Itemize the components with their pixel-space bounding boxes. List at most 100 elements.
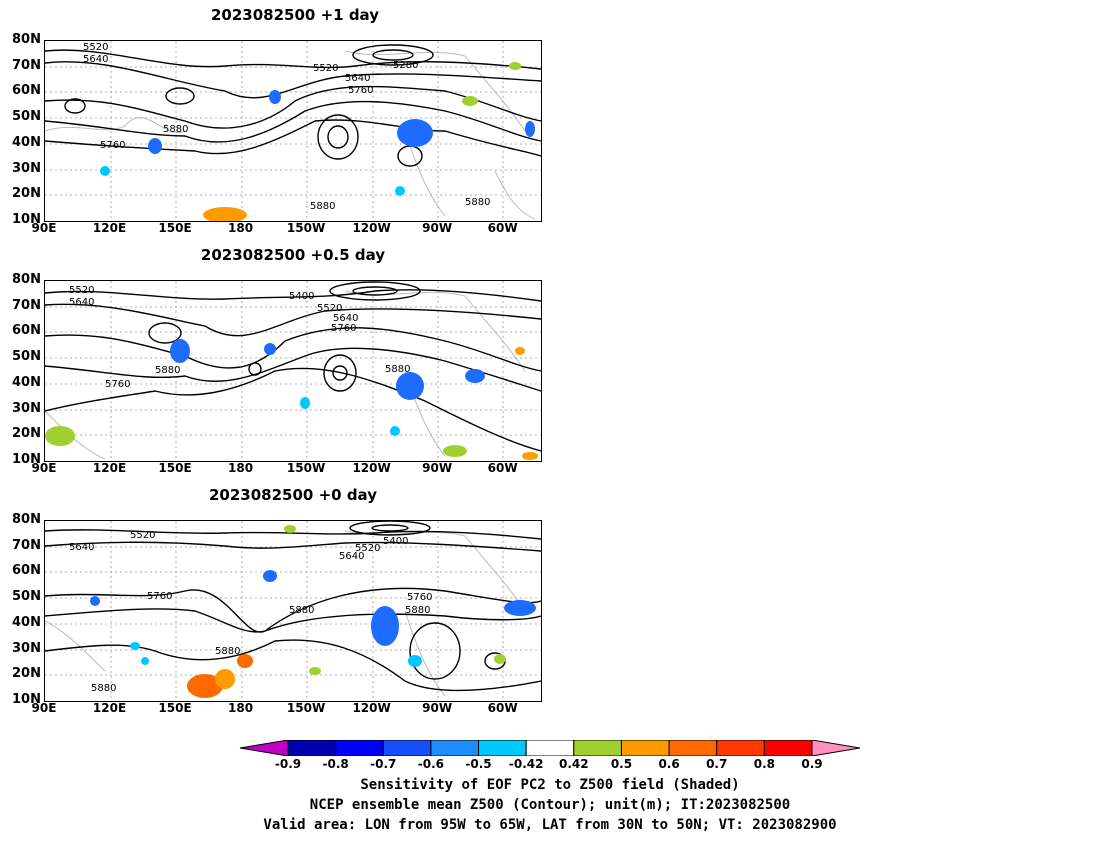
lat-tick-label: 30N — [12, 160, 41, 176]
lon-tick-label: 180 — [228, 701, 254, 715]
colorbar-tick-label: 0.9 — [801, 757, 823, 771]
contour-label: 5760 — [407, 592, 432, 603]
lat-tick-label: 50N — [12, 109, 41, 125]
contour-label: 5640 — [345, 73, 370, 84]
colorbar-tick-label: -0.8 — [322, 757, 349, 771]
colorbar-swatch — [287, 740, 337, 756]
caption-line-3: Valid area: LON from 95W to 65W, LAT fro… — [263, 817, 837, 833]
lon-tick-label: 120E — [92, 221, 127, 235]
colorbar-swatch — [478, 740, 527, 756]
lat-tick-label: 10N — [12, 452, 41, 467]
colorbar-tick-label: 0.42 — [559, 757, 589, 771]
lon-tick-label: 150E — [158, 221, 192, 235]
lat-tick-label: 60N — [12, 323, 41, 339]
colorbar-swatch — [716, 740, 765, 756]
contour-label: 5280 — [393, 60, 418, 71]
lat-tick-label: 80N — [12, 32, 41, 47]
colorbar-tick-label: 0.8 — [753, 757, 775, 771]
caption-line-2: NCEP ensemble mean Z500 (Contour); unit(… — [309, 797, 791, 813]
colorbar-tick-label: 0.5 — [610, 757, 633, 771]
colorbar-swatch — [382, 740, 432, 756]
contour-label: 5520 — [83, 42, 108, 53]
contour-label: 5640 — [83, 54, 108, 65]
contour-label: 5520 — [313, 63, 338, 74]
caption-line-1: Sensitivity of EOF PC2 to Z500 field (Sh… — [360, 777, 740, 793]
colorbar-tick-label: 0.7 — [706, 757, 728, 771]
lon-tick-label: 90E — [31, 701, 57, 715]
contour-label: 5520 — [69, 285, 94, 296]
contour-label: 5760 — [331, 323, 356, 334]
contour-label: 5880 — [310, 201, 335, 212]
lon-tick-label: 180 — [228, 221, 254, 235]
lon-tick-label: 90W — [422, 221, 453, 235]
lat-tick-label: 70N — [12, 297, 41, 313]
lat-tick-label: 20N — [12, 186, 41, 202]
lat-tick-label: 70N — [12, 57, 41, 73]
contour-label: 5640 — [69, 297, 94, 308]
colorbar-tick-label: -0.42 — [508, 757, 544, 771]
contour-label: 5880 — [215, 646, 240, 657]
colorbar-swatch — [430, 740, 480, 756]
map-svg-2: 5520 5640 5400 5520 5640 5760 5880 5760 … — [45, 281, 541, 461]
colorbar-tick-label: -0.6 — [417, 757, 445, 771]
lon-tick-label: 150E — [158, 461, 192, 475]
lat-tick-label: 20N — [12, 666, 41, 682]
map-panel-3: 5520 5640 5520 5400 5640 5760 5880 5880 … — [44, 520, 542, 702]
colorbar-swatch — [573, 740, 622, 756]
colorbar-tick-label: -0.9 — [274, 757, 302, 771]
colorbar-swatch — [335, 740, 384, 756]
lon-tick-label: 120W — [352, 221, 391, 235]
lon-tick-label: 120E — [92, 461, 127, 475]
lat-tick-label: 60N — [12, 83, 41, 99]
contour-label: 5520 — [355, 543, 380, 554]
contour-label: 5880 — [163, 124, 188, 135]
contour-label: 5640 — [333, 313, 358, 324]
panel-title-1: 2023082500 +1 day — [211, 6, 379, 24]
lat-tick-label: 30N — [12, 400, 41, 416]
contour-label: 5880 — [155, 365, 180, 376]
lon-tick-label: 180 — [228, 461, 254, 475]
map-panel-1: 5520 5640 5520 5640 5760 5280 5880 5760 … — [44, 40, 542, 222]
lon-tick-label: 90E — [31, 461, 57, 475]
colorbar-tick-label: 0.6 — [658, 757, 680, 771]
lon-tick-label: 150W — [286, 221, 326, 235]
colorbar-tick-label: -0.5 — [465, 757, 492, 771]
contour-label: 5880 — [289, 605, 314, 616]
colorbar-swatch — [620, 740, 670, 756]
colorbar-tick-label: -0.7 — [370, 757, 397, 771]
lon-tick-label: 90E — [31, 221, 57, 235]
colorbar — [240, 740, 860, 756]
map-svg-3: 5520 5640 5520 5400 5640 5760 5880 5880 … — [45, 521, 541, 701]
lat-tick-label: 40N — [12, 614, 41, 630]
contour-label: 5400 — [289, 291, 314, 302]
lon-tick-label: 90W — [422, 701, 453, 715]
contour-label: 5520 — [130, 530, 155, 541]
map-svg-1: 5520 5640 5520 5640 5760 5280 5880 5760 … — [45, 41, 541, 221]
lat-tick-label: 80N — [12, 512, 41, 527]
colorbar-swatch — [525, 740, 575, 756]
contour-label: 5760 — [105, 379, 130, 390]
contour-label: 5880 — [91, 683, 116, 694]
lon-tick-label: 150W — [286, 701, 326, 715]
contour-label: 5880 — [385, 364, 410, 375]
colorbar-extend-low — [240, 740, 289, 756]
lon-tick-label: 60W — [487, 461, 518, 475]
lon-tick-label: 120E — [92, 701, 127, 715]
lat-tick-label: 50N — [12, 589, 41, 605]
colorbar-swatch — [668, 740, 718, 756]
map-panel-2: 5520 5640 5400 5520 5640 5760 5880 5760 … — [44, 280, 542, 462]
lon-tick-label: 60W — [487, 221, 518, 235]
contour-label: 5760 — [100, 140, 125, 151]
contour-label: 5520 — [317, 303, 342, 314]
lat-tick-label: 40N — [12, 134, 41, 150]
lat-tick-label: 70N — [12, 537, 41, 553]
lat-tick-label: 40N — [12, 374, 41, 390]
lat-tick-label: 30N — [12, 640, 41, 656]
lat-tick-label: 80N — [12, 272, 41, 287]
colorbar-swatch — [763, 740, 813, 756]
lat-tick-label: 60N — [12, 563, 41, 579]
lat-tick-label: 20N — [12, 426, 41, 442]
contour-label: 5640 — [339, 551, 364, 562]
panel-title-2: 2023082500 +0.5 day — [200, 246, 386, 264]
lat-tick-label: 10N — [12, 692, 41, 707]
